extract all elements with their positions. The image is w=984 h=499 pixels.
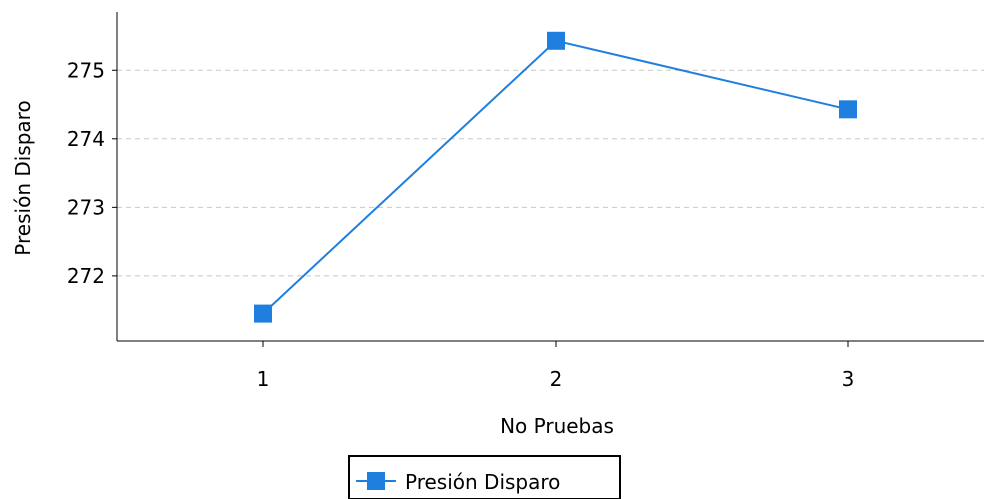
data-point xyxy=(547,31,565,50)
gridlines xyxy=(117,69,984,277)
legend-series-label: Presión Disparo xyxy=(405,470,560,494)
y-tick-label: 273 xyxy=(67,195,105,219)
x-tick-label: 3 xyxy=(842,367,855,391)
x-axis-title: No Pruebas xyxy=(500,414,614,438)
series-line xyxy=(262,39,849,315)
y-tick-label: 274 xyxy=(67,127,105,151)
legend-series-marker xyxy=(367,472,385,490)
x-tick-label: 2 xyxy=(550,367,563,391)
legend: Presión Disparo xyxy=(348,455,621,499)
y-tick-label: 272 xyxy=(67,264,105,288)
y-axis-title: Presión Disparo xyxy=(11,100,35,255)
y-tick-label: 275 xyxy=(67,58,105,82)
x-ticks: 1 2 3 xyxy=(257,341,855,391)
legend-frame xyxy=(348,455,621,499)
y-ticks: 272 273 274 275 xyxy=(67,58,117,288)
data-point xyxy=(839,100,857,119)
series-layer xyxy=(254,31,857,323)
data-point xyxy=(254,304,272,323)
x-tick-label: 1 xyxy=(257,367,270,391)
